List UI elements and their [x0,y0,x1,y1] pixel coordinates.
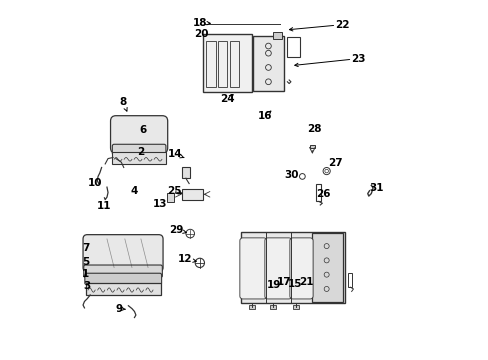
Bar [229,41,239,87]
Text: 3: 3 [83,282,91,292]
Text: 4: 4 [130,186,137,197]
Text: 17: 17 [276,277,290,287]
Text: 29: 29 [169,225,183,235]
FancyBboxPatch shape [240,238,266,299]
Text: 15: 15 [287,279,302,289]
FancyBboxPatch shape [83,235,163,272]
Bar [218,41,227,87]
FancyBboxPatch shape [112,144,165,155]
Text: 12: 12 [178,254,192,264]
Text: 13: 13 [153,199,167,209]
Text: 5: 5 [82,257,89,267]
Bar [248,305,254,309]
Text: 6: 6 [139,125,146,135]
Bar [253,36,283,91]
Text: 26: 26 [315,189,330,199]
Bar [166,193,174,202]
Bar [309,145,314,148]
Bar [182,189,203,200]
FancyBboxPatch shape [83,265,162,278]
Text: 25: 25 [167,186,182,197]
Text: 22: 22 [335,19,349,30]
Bar [203,33,251,93]
Text: 1: 1 [82,269,89,279]
Text: 21: 21 [298,277,312,287]
Bar [270,305,275,309]
Text: 10: 10 [88,178,102,188]
Bar [272,32,282,39]
Text: 14: 14 [167,149,182,159]
Bar [347,273,352,287]
Bar [287,37,299,57]
Text: 18: 18 [192,18,207,28]
Text: 9: 9 [115,303,122,314]
Bar [112,153,165,164]
Text: 27: 27 [327,158,342,168]
FancyBboxPatch shape [264,238,291,299]
Bar [182,167,189,178]
FancyBboxPatch shape [289,238,312,299]
Bar [312,233,342,302]
Text: 2: 2 [137,147,144,157]
Text: 24: 24 [220,94,235,104]
Bar [206,41,215,87]
Text: 16: 16 [258,111,272,121]
Bar [315,184,321,202]
Bar [293,305,299,309]
Text: 23: 23 [351,54,366,64]
Text: 19: 19 [266,280,281,291]
FancyBboxPatch shape [110,116,167,153]
Text: 30: 30 [284,170,298,180]
Text: 11: 11 [97,201,111,211]
Text: 28: 28 [306,124,321,134]
Bar [85,283,160,295]
Text: 8: 8 [119,97,126,107]
FancyBboxPatch shape [84,273,162,285]
Bar [241,232,344,303]
Text: 31: 31 [368,183,383,193]
Text: 20: 20 [193,28,208,39]
Text: 7: 7 [81,243,89,253]
